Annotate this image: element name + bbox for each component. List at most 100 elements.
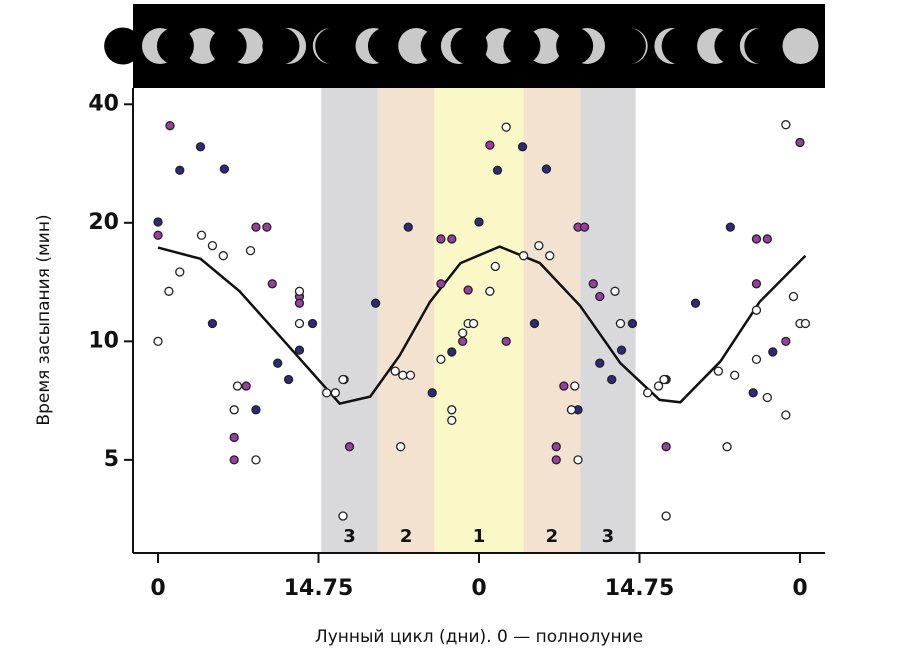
phase-band — [434, 88, 524, 553]
x-tick-label: 0 — [792, 576, 807, 601]
band-label: 3 — [343, 526, 356, 547]
data-point — [294, 286, 305, 296]
data-point — [529, 318, 540, 329]
data-point — [781, 410, 791, 420]
data-point — [713, 366, 724, 376]
data-point — [219, 164, 230, 174]
data-point — [262, 222, 272, 232]
data-point — [588, 279, 598, 289]
data-point — [551, 442, 561, 452]
data-point — [251, 405, 261, 415]
data-point — [768, 347, 778, 357]
data-point — [232, 381, 243, 391]
data-point — [730, 370, 740, 380]
data-point — [518, 251, 529, 261]
moon-shadow — [209, 27, 247, 65]
moon-shadow — [315, 27, 353, 65]
data-point — [615, 318, 626, 329]
data-point — [559, 381, 569, 391]
data-point — [463, 285, 473, 295]
data-point — [762, 392, 772, 403]
data-point — [241, 381, 251, 391]
data-point — [447, 415, 457, 425]
data-point — [153, 336, 163, 346]
data-point — [570, 381, 580, 391]
y-tick-label: 5 — [104, 447, 119, 472]
moon-shadow — [367, 27, 405, 65]
data-point — [566, 405, 577, 415]
x-tick-label: 0 — [471, 576, 486, 601]
y-tick-label: 10 — [88, 328, 119, 353]
data-point — [436, 234, 446, 244]
data-point — [165, 121, 175, 131]
data-point — [762, 234, 772, 244]
data-point — [322, 388, 332, 398]
data-point — [659, 374, 669, 385]
data-point — [175, 267, 185, 277]
moon-shadow — [556, 27, 594, 65]
moon-shadow — [450, 27, 488, 65]
moon-shadow — [661, 27, 699, 65]
data-point — [653, 381, 664, 391]
data-point — [501, 122, 511, 132]
data-point — [492, 165, 503, 175]
data-point — [330, 388, 341, 398]
data-point — [627, 318, 638, 329]
x-tick-label: 14.75 — [284, 576, 354, 601]
data-point — [642, 388, 653, 398]
data-point — [273, 358, 283, 368]
data-point — [267, 279, 277, 289]
phase-band — [377, 88, 435, 553]
data-point — [207, 240, 218, 251]
x-axis-title: Лунный цикл (дни). 0 — полнолуние — [315, 627, 643, 647]
band-label: 1 — [473, 526, 486, 547]
data-point — [579, 222, 590, 232]
data-point — [485, 140, 495, 150]
data-point — [458, 328, 468, 338]
data-point — [534, 240, 544, 251]
data-point — [485, 286, 495, 296]
x-tick-label: 0 — [150, 576, 165, 601]
moon — [184, 28, 221, 64]
data-point — [294, 298, 305, 308]
data-point — [661, 442, 671, 452]
data-point — [781, 120, 791, 130]
data-point — [616, 345, 627, 355]
data-point — [501, 336, 511, 346]
data-point — [751, 234, 762, 244]
data-point — [294, 318, 305, 329]
moon-shadow — [608, 27, 646, 65]
data-point — [748, 388, 758, 398]
data-point — [294, 345, 305, 355]
data-point — [447, 405, 457, 415]
data-point — [788, 291, 799, 302]
moon-shadow — [503, 27, 541, 65]
data-point — [595, 358, 605, 368]
data-point — [607, 374, 617, 385]
data-point — [344, 442, 355, 452]
data-point — [283, 374, 294, 385]
data-point — [164, 286, 174, 296]
data-point — [490, 261, 500, 272]
data-point — [541, 164, 552, 174]
data-point — [175, 165, 185, 175]
data-point — [751, 354, 762, 365]
data-point — [595, 291, 605, 302]
data-point — [610, 286, 620, 296]
phase-band — [321, 88, 378, 553]
data-point — [338, 511, 348, 521]
data-point — [195, 142, 206, 152]
data-point — [245, 245, 256, 256]
data-point — [436, 354, 446, 365]
band-label: 2 — [546, 526, 559, 547]
data-point — [725, 222, 735, 232]
data-point — [251, 222, 261, 232]
data-point — [573, 455, 583, 465]
band-label: 2 — [400, 526, 413, 547]
band-label: 3 — [602, 526, 615, 547]
data-point — [468, 318, 479, 329]
data-point — [551, 455, 561, 465]
data-point — [781, 336, 791, 346]
data-point — [517, 142, 528, 152]
data-point — [396, 442, 406, 452]
